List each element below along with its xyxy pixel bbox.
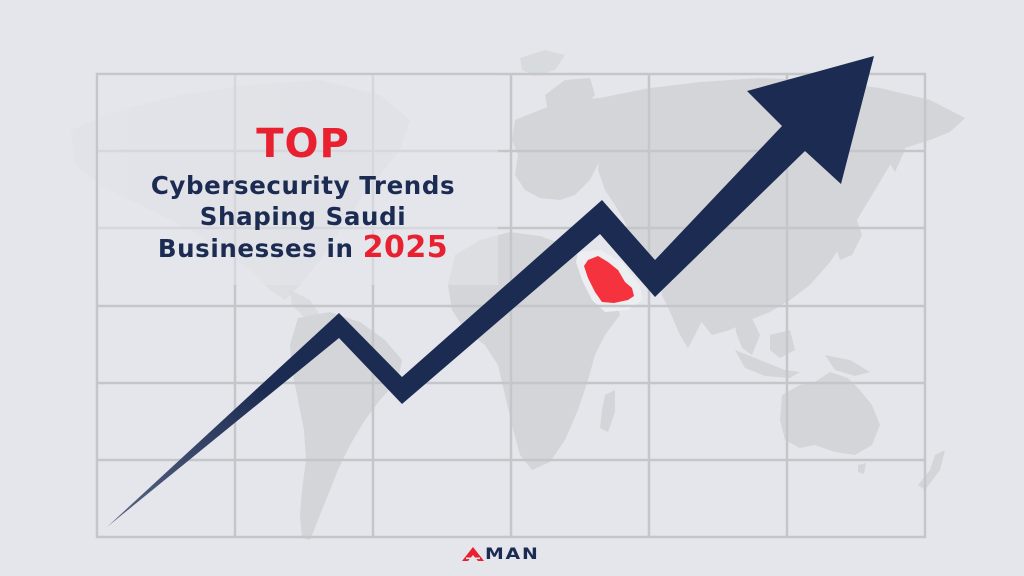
trend-arrow-icon: [107, 56, 874, 527]
europe-shape: [512, 98, 630, 200]
headline-line-2: Shaping Saudi: [199, 202, 407, 231]
headline: TOP Cybersecurity Trends Shaping Saudi B…: [100, 118, 506, 264]
logo-a-triangle-icon: [462, 547, 484, 561]
southeast-asia-shape: [735, 318, 760, 355]
headline-line-3-prefix: Businesses in: [157, 234, 363, 263]
scandinavia-shape: [545, 78, 595, 120]
headline-line-1: Cybersecurity Trends: [150, 171, 456, 200]
australia-shape: [780, 372, 880, 455]
new-guinea-shape: [825, 355, 870, 376]
borneo-shape: [770, 330, 795, 358]
india-shape: [660, 280, 712, 348]
tasmania-shape: [858, 463, 866, 474]
asia-shape: [598, 78, 965, 335]
africa-shape: [448, 232, 620, 470]
headline-year: 2025: [362, 230, 449, 265]
headline-top-word: TOP: [256, 121, 350, 167]
aman-logo: MAN: [462, 545, 538, 563]
greenland-shape: [520, 50, 565, 76]
madagascar-shape: [600, 390, 615, 432]
japan-shape: [835, 215, 862, 260]
indonesia-shape: [735, 350, 800, 378]
kamchatka-shape: [888, 125, 905, 172]
headline-line-3: Businesses in 2025: [100, 232, 506, 264]
logo-text: MAN: [485, 544, 540, 563]
new-zealand-shape: [918, 450, 945, 490]
saudi-arabia-highlight: [584, 256, 634, 303]
